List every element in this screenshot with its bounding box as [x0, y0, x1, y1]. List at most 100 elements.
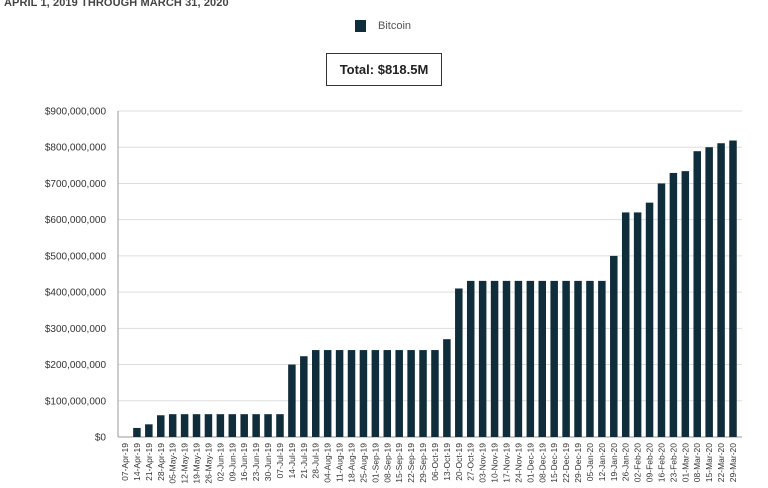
chart-subtitle: APRIL 1, 2019 THROUGH MARCH 31, 2020	[4, 0, 229, 9]
bar	[693, 151, 701, 437]
x-tick-label: 12-Jan-20	[597, 443, 607, 482]
x-tick-label: 05-Jan-20	[585, 443, 595, 482]
x-tick-label: 07-Jul-19	[275, 443, 285, 479]
legend-label-bitcoin: Bitcoin	[378, 20, 412, 32]
bar	[645, 202, 654, 437]
x-tick-label: 15-Sep-19	[394, 443, 404, 483]
bar	[371, 350, 380, 437]
bar	[204, 414, 213, 437]
x-tick-label: 14-Jul-19	[287, 443, 297, 479]
x-tick-label: 21-Apr-19	[144, 443, 154, 481]
bar	[633, 212, 642, 437]
total-box: Total: $818.5M	[326, 53, 442, 86]
x-tick-label: 10-Nov-19	[490, 443, 500, 483]
x-tick-label: 04-Aug-19	[323, 443, 333, 483]
y-tick-label: $200,000,000	[45, 360, 107, 371]
bar	[288, 364, 296, 437]
bar	[514, 280, 523, 437]
legend: Bitcoin	[355, 20, 411, 32]
bar	[335, 350, 344, 437]
x-tick-label: 01-Sep-19	[370, 443, 380, 483]
x-tick-label: 15-Dec-19	[549, 443, 559, 483]
bar	[228, 414, 237, 437]
x-tick-label: 02-Jun-19	[215, 443, 225, 482]
bar	[490, 280, 499, 437]
x-tick-label: 30-Jun-19	[263, 443, 273, 482]
x-tick-label: 28-Apr-19	[156, 443, 166, 481]
bar	[180, 414, 189, 437]
bar	[705, 147, 713, 437]
x-tick-label: 29-Sep-19	[418, 443, 428, 483]
x-tick-label: 17-Nov-19	[501, 443, 511, 483]
x-tick-label: 19-May-19	[192, 443, 202, 484]
bar	[347, 350, 356, 437]
bar	[264, 414, 272, 437]
x-tick-label: 26-May-19	[203, 443, 213, 484]
x-tick-label: 12-May-19	[180, 443, 190, 484]
x-tick-label: 09-Jun-19	[227, 443, 237, 482]
x-tick-label: 28-Jul-19	[311, 443, 321, 479]
x-tick-label: 05-May-19	[168, 443, 178, 484]
x-tick-label: 26-Jan-20	[621, 443, 631, 482]
x-tick-label: 06-Oct-19	[430, 443, 440, 481]
bar	[478, 280, 487, 437]
x-tick-label: 02-Feb-20	[633, 443, 643, 482]
y-tick-label: $700,000,000	[45, 179, 107, 190]
x-tick-label: 08-Mar-20	[692, 443, 702, 482]
x-tick-label: 22-Sep-19	[406, 443, 416, 483]
x-tick-label: 01-Dec-19	[525, 443, 535, 483]
bar	[443, 339, 451, 437]
x-tick-label: 01-Mar-20	[680, 443, 690, 482]
bar	[311, 350, 320, 437]
bar	[657, 183, 666, 437]
bar	[681, 171, 690, 437]
bar	[276, 414, 284, 437]
bar	[466, 280, 475, 437]
x-tick-label: 27-Oct-19	[466, 443, 476, 481]
bar	[621, 212, 630, 437]
x-tick-label: 29-Mar-20	[728, 443, 738, 482]
x-tick-label: 21-Jul-19	[299, 443, 309, 479]
x-tick-label: 19-Jan-20	[609, 443, 619, 482]
bar	[455, 288, 463, 437]
bar	[526, 280, 535, 437]
bar	[407, 350, 415, 437]
bar	[502, 280, 511, 437]
bar	[598, 280, 606, 437]
bar	[395, 350, 403, 437]
x-tick-label: 16-Feb-20	[656, 443, 666, 482]
y-tick-label: $100,000,000	[45, 396, 107, 407]
bar	[669, 172, 678, 437]
bar	[192, 414, 201, 437]
x-tick-label: 03-Nov-19	[478, 443, 488, 483]
bar	[145, 424, 153, 437]
x-tick-label: 08-Sep-19	[382, 443, 392, 483]
bar	[359, 350, 368, 437]
x-tick-label: 29-Dec-19	[573, 443, 583, 483]
x-tick-label: 22-Dec-19	[561, 443, 571, 483]
bar	[431, 350, 439, 437]
x-tick-label: 22-Mar-20	[716, 443, 726, 482]
bar	[550, 280, 558, 437]
x-tick-label: 23-Jun-19	[251, 443, 261, 482]
total-label: Total: $818.5M	[339, 62, 429, 77]
y-tick-label: $300,000,000	[45, 324, 107, 335]
legend-swatch-bitcoin	[355, 20, 366, 32]
bar	[168, 414, 177, 437]
y-tick-label: $800,000,000	[45, 143, 107, 154]
bar	[240, 414, 248, 437]
x-tick-label: 20-Oct-19	[454, 443, 464, 481]
x-tick-label: 09-Feb-20	[645, 443, 655, 482]
x-tick-label: 14-Apr-19	[132, 443, 142, 481]
x-tick-label: 23-Feb-20	[668, 443, 678, 482]
bar	[610, 255, 618, 437]
bar	[538, 280, 547, 437]
y-tick-label: $500,000,000	[45, 251, 107, 262]
bar	[383, 350, 392, 437]
bar	[300, 356, 308, 437]
x-tick-label: 24-Nov-19	[513, 443, 523, 483]
y-tick-label: $600,000,000	[45, 215, 107, 226]
bar	[586, 280, 594, 437]
bar	[717, 143, 725, 437]
